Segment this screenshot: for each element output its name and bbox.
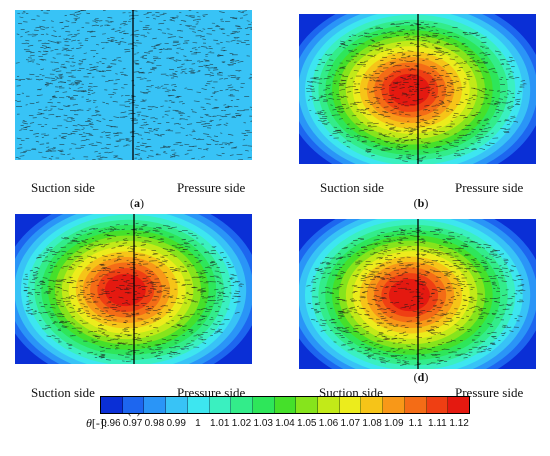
colorbar-tick-label: 0.96 [101,418,121,429]
temperature-field-b [299,14,536,164]
colorbar-tick-label: 0.97 [122,418,143,429]
colorbar-swatch [426,397,449,413]
colorbar-swatch [187,397,210,413]
colorbar-swatch [404,397,427,413]
contour-panel-b [299,14,536,164]
colorbar-swatch [361,397,384,413]
colorbar-legend: θ[-]: 0.96 0.97 0.98 0.99 1 1.01 1.02 1.03 1.04 1… [86,396,470,451]
colorbar-tick-label: 1.1 [408,418,423,429]
pressure-side-label-b: Pressure side [455,180,524,195]
colorbar-tick-label: 1.12 [449,418,469,429]
colorbar-tick-label: 1 [195,418,201,429]
colorbar-swatch [231,397,253,413]
colorbar-swatch [144,397,167,413]
velocity-vectors [15,10,252,160]
contour-band [388,278,430,312]
colorbar-tick-label: 1.01 [209,418,230,429]
colorbar-tick-label: 0.99 [166,418,186,429]
colorbar-title: θ[-]: [86,416,107,431]
velocity-vectors [306,227,526,366]
colorbar-swatch [318,397,340,413]
colorbar-swatch [101,397,123,413]
colorbar-swatch [296,397,319,413]
colorbar-swatch [339,397,362,413]
contour-panel-c [15,214,252,364]
suction-side-label-c: Suction side [31,385,95,400]
velocity-vectors [305,21,527,162]
subfigure-label-a: (a) [130,196,144,210]
theta-unit: [-]: [91,416,108,430]
contour-panel-a [15,10,252,160]
colorbar [100,396,470,414]
pressure-side-label-d: Pressure side [455,385,524,400]
colorbar-swatch [166,397,188,413]
colorbar-swatch [209,397,232,413]
pressure-side-label-a: Pressure side [177,180,246,195]
temperature-field-d [299,219,536,369]
colorbar-tick-label: 1.11 [427,418,447,429]
colorbar-tick-label: 1.07 [340,418,361,429]
colorbar-swatch [448,397,469,413]
colorbar-swatch [383,397,405,413]
colorbar-swatch [122,397,145,413]
contour-band [104,273,146,307]
colorbar-tick-label: 1.06 [318,418,339,429]
colorbar-swatch [274,397,297,413]
suction-side-label-a: Suction side [31,180,95,195]
colorbar-tick-label: 1.02 [231,418,252,429]
colorbar-tick-label: 1.09 [384,418,404,429]
colorbar-tick-label: 1.03 [253,418,273,429]
subfigure-label-d: (d) [413,370,429,384]
contour-panel-d [299,219,536,369]
colorbar-swatch [252,397,275,413]
temperature-field-c [15,214,252,364]
temperature-field-a [15,10,252,160]
colorbar-ticks: 0.96 0.97 0.98 0.99 1 1.01 1.02 1.03 1.04 1.05 1.0… [100,418,470,432]
subfigure-label-b: (b) [413,196,429,210]
colorbar-tick-label: 1.04 [275,418,295,429]
theta-symbol: θ [86,416,92,430]
colorbar-tick-label: 1.05 [297,418,317,429]
suction-side-label-b: Suction side [320,180,384,195]
velocity-vectors [23,222,244,362]
colorbar-tick-label: 0.98 [144,418,165,429]
colorbar-tick-label: 1.08 [362,418,382,429]
